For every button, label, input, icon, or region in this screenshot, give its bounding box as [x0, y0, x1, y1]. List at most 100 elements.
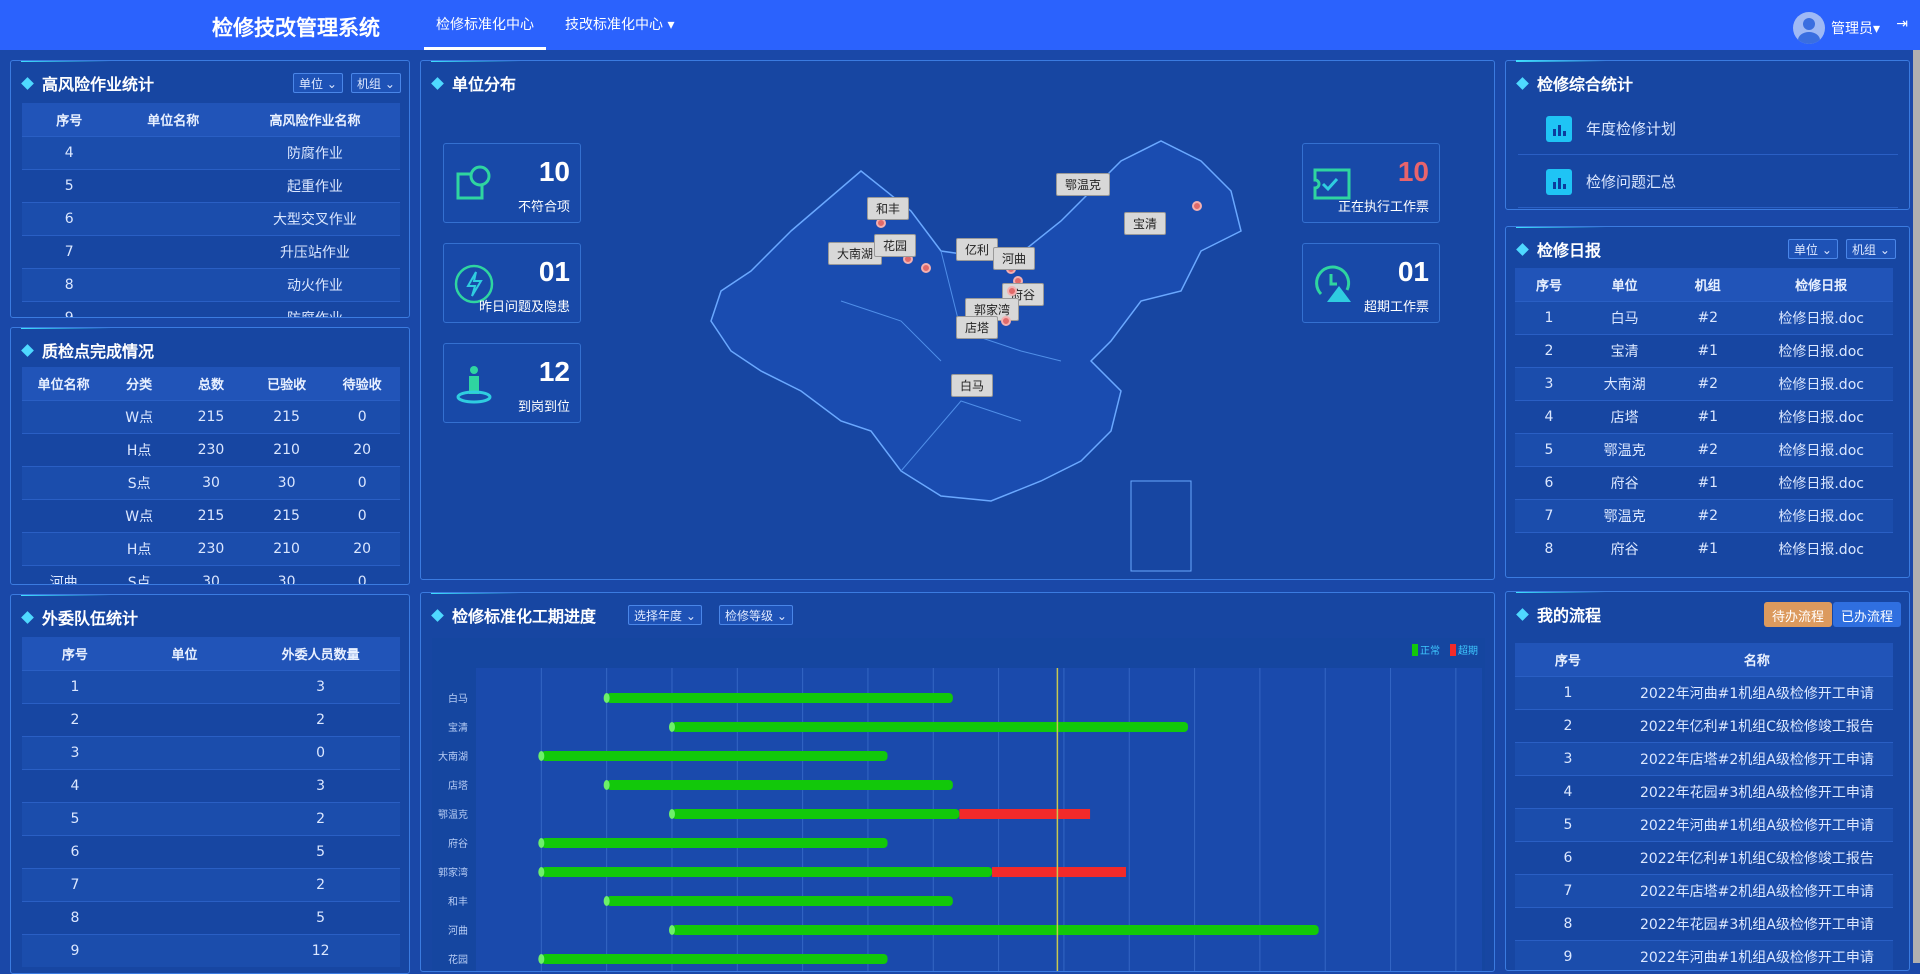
table-cell: #2 [1666, 498, 1750, 532]
nav-maintenance-center[interactable]: 检修标准化中心 [424, 0, 546, 50]
gantt-bar-normal[interactable] [671, 809, 960, 819]
table-cell: 4 [1515, 774, 1621, 808]
table-cell: 店塔 [1583, 399, 1667, 433]
gantt-bar-normal[interactable] [671, 722, 1189, 732]
table-row[interactable]: 8 府谷 #1 检修日报.doc [1515, 531, 1893, 565]
gantt-bar-normal[interactable] [541, 838, 888, 848]
table-row[interactable]: 4 防腐作业 [22, 135, 400, 169]
unit-select[interactable]: 单位 ⌄ [293, 73, 343, 93]
done-flow-button[interactable]: 已办流程 [1833, 602, 1902, 627]
table-row[interactable]: 2 2022年亿利#1机组C级检修竣工报告 [1515, 708, 1893, 742]
category-label: 大南湖 [438, 750, 468, 763]
table-cell [22, 432, 106, 466]
gantt-bar-normal[interactable] [541, 867, 993, 877]
stat-active-tickets[interactable]: 10 正在执行工作票 [1302, 143, 1440, 223]
table-row[interactable]: 9 2022年河曲#1机组A级检修开工申请 [1515, 939, 1893, 970]
table-row[interactable]: 4 2022年花园#3机组A级检修开工申请 [1515, 774, 1893, 808]
unit-select[interactable]: 单位 ⌄ [1788, 239, 1838, 259]
table-row[interactable]: 3 大南湖 #2 检修日报.doc [1515, 366, 1893, 400]
table-row[interactable]: 7 鄂温克 #2 检修日报.doc [1515, 498, 1893, 532]
level-select[interactable]: 检修等级 ⌄ [719, 605, 793, 625]
gantt-bar-normal[interactable] [606, 693, 953, 703]
map-label[interactable]: 鄂温克 [1056, 173, 1111, 196]
logout-icon[interactable]: ⇥ [1896, 16, 1908, 32]
pending-flow-button[interactable]: 待办流程 [1764, 602, 1833, 627]
map-label[interactable]: 白马 [951, 374, 994, 397]
gantt-bar-normal[interactable] [671, 925, 1319, 935]
table-row[interactable]: 5 鄂温克 #2 检修日报.doc [1515, 432, 1893, 466]
table-row[interactable]: W点 215 215 0 [22, 498, 400, 532]
table-cell: #1 [1666, 333, 1750, 367]
table-cell: 2022年花园#3机组A级检修开工申请 [1620, 774, 1893, 808]
stat-label: 不符合项 [517, 200, 570, 215]
stat-overdue-tickets[interactable]: 01 超期工作票 [1302, 243, 1440, 323]
table-row[interactable]: H点 230 210 20 [22, 432, 400, 466]
unit-group-select[interactable]: 机组 ⌄ [351, 73, 401, 93]
table-row[interactable]: 6 府谷 #1 检修日报.doc [1515, 465, 1893, 499]
map-marker[interactable] [1001, 316, 1011, 326]
map-label[interactable]: 亿利 [956, 238, 999, 261]
gantt-bar-overdue[interactable] [959, 809, 1091, 819]
gantt-bar-overdue[interactable] [992, 867, 1126, 877]
map-label[interactable]: 宝清 [1124, 212, 1167, 235]
table-row[interactable]: S点 30 30 0 [22, 465, 400, 499]
gantt-bar-normal[interactable] [541, 954, 888, 964]
quality-panel: 质检点完成情况 单位名称 分类 总数 已验收 待验收 W点 215 215 0 H点 230 210 2… [10, 327, 410, 585]
map-label[interactable]: 河曲 [993, 247, 1036, 270]
table-row[interactable]: 2 宝清 #1 检修日报.doc [1515, 333, 1893, 367]
table-row[interactable]: 6 2022年亿利#1机组C级检修竣工报告 [1515, 840, 1893, 874]
stat-on-duty[interactable]: 12 到岗到位 [443, 343, 581, 423]
table-row[interactable]: 4 店塔 #1 检修日报.doc [1515, 399, 1893, 433]
table-row[interactable]: 9 防腐作业 [22, 300, 400, 317]
table-cell: W点 [105, 399, 174, 433]
table-row[interactable]: 8 动火作业 [22, 267, 400, 301]
map-marker[interactable] [1192, 201, 1202, 211]
table-row[interactable]: 3 2022年店塔#2机组A级检修开工申请 [1515, 741, 1893, 775]
gantt-bar-normal[interactable] [606, 896, 953, 906]
table-row[interactable]: 5 2022年河曲#1机组A级检修开工申请 [1515, 807, 1893, 841]
table-row[interactable]: 河曲 S点 30 30 0 [22, 564, 400, 584]
nav-retrofit-center[interactable]: 技改标准化中心 ▾ [565, 17, 675, 33]
table-row[interactable]: 8 2022年花园#3机组A级检修开工申请 [1515, 906, 1893, 940]
gantt-bar-normal[interactable] [541, 751, 888, 761]
table-cell: 0 [324, 564, 400, 584]
table-row[interactable]: 7 升压站作业 [22, 234, 400, 268]
table-row[interactable]: 7 2022年店塔#2机组A级检修开工申请 [1515, 873, 1893, 907]
table-row[interactable]: 9 12 [22, 933, 400, 967]
stat-nonconformance[interactable]: 10 不符合项 [443, 143, 581, 223]
gantt-bar-normal[interactable] [606, 780, 953, 790]
map-label[interactable]: 店塔 [956, 316, 999, 339]
table-cell [116, 300, 230, 317]
map-marker[interactable] [921, 263, 931, 273]
map-label[interactable]: 花园 [874, 234, 917, 257]
column-header: 单位 [1583, 268, 1667, 301]
table-row[interactable]: 1 白马 #2 检修日报.doc [1515, 300, 1893, 334]
table-row[interactable]: H点 230 210 20 [22, 531, 400, 565]
table-row[interactable]: 5 起重作业 [22, 168, 400, 202]
table-cell: 2 [241, 801, 400, 835]
unit-group-select[interactable]: 机组 ⌄ [1846, 239, 1896, 259]
annual-plan-link[interactable]: 年度检修计划 [1518, 103, 1898, 155]
china-map[interactable] [641, 101, 1261, 580]
issue-summary-link[interactable]: 检修问题汇总 [1518, 156, 1898, 208]
table-row[interactable]: W点 215 215 0 [22, 399, 400, 433]
stat-yesterday-issues[interactable]: 01 昨日问题及隐患 [443, 243, 581, 323]
year-select[interactable]: 选择年度 ⌄ [628, 605, 702, 625]
table-cell: #1 [1666, 531, 1750, 565]
map-marker[interactable] [1007, 286, 1017, 296]
table-row[interactable]: 6 大型交叉作业 [22, 201, 400, 235]
user-menu[interactable]: 管理员▾ [1792, 12, 1880, 44]
clock-warning-icon [1315, 265, 1351, 302]
table-row[interactable]: 1 2022年河曲#1机组A级检修开工申请 [1515, 675, 1893, 709]
map-label[interactable]: 和丰 [867, 197, 910, 220]
stat-value: 01 [1397, 256, 1429, 287]
page-scrollbar[interactable] [1913, 50, 1920, 963]
